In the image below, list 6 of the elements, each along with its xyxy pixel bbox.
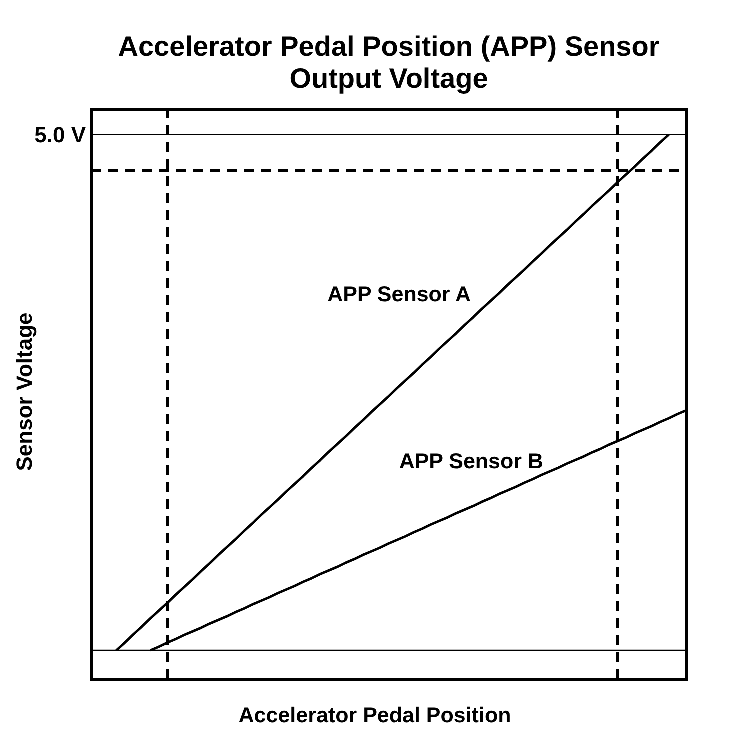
x-axis-title: Accelerator Pedal Position [238, 704, 512, 728]
ref-line-label: 5.0 V [34, 122, 86, 148]
chart-title: Accelerator Pedal Position (APP) Sensor Output Voltage [117, 31, 661, 95]
series-label: APP Sensor A [328, 282, 471, 307]
y-axis-title: Sensor Voltage [12, 312, 38, 472]
series-label: APP Sensor B [399, 449, 544, 474]
